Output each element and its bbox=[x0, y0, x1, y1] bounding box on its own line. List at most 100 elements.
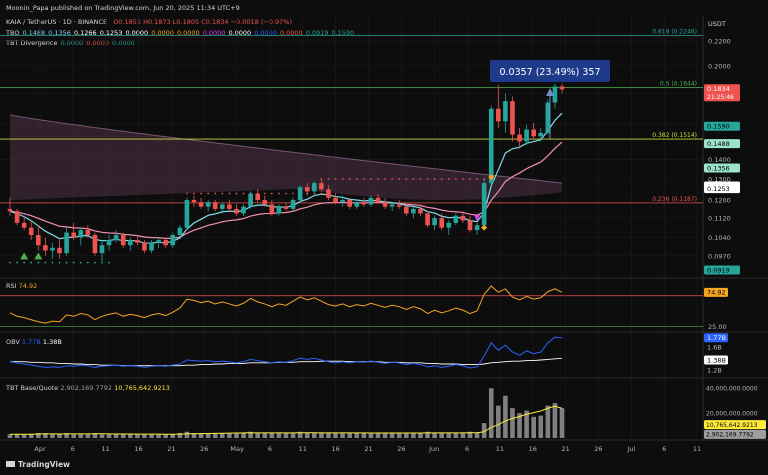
candle-body-47 bbox=[340, 200, 345, 203]
time-label-20: 11 bbox=[693, 445, 701, 453]
level-dot-2-48 bbox=[348, 178, 351, 180]
tbo-legend[interactable]: TBO 0.1488 0.1356 0.1266 0.1253 0.0000 0.0000 0… bbox=[5, 29, 354, 37]
candle-body-3 bbox=[28, 227, 34, 236]
volume-bar-34 bbox=[248, 431, 253, 438]
time-label-1: 6 bbox=[71, 445, 75, 453]
time-axis[interactable]: Apr 6 11 16 21 26 May 6 11 16 21 26 Jun 6 11 16 21 26 Jul 6… bbox=[34, 445, 701, 453]
volume-bar-54 bbox=[389, 433, 395, 438]
level-dot-0-3 bbox=[30, 261, 33, 264]
tbt-legend[interactable]: TBT Base/Quote 2,902,169.7792 10,765,642… bbox=[5, 384, 170, 392]
level-dot-1-40 bbox=[292, 192, 294, 195]
volume-bar-21 bbox=[156, 434, 161, 438]
candle-body-23 bbox=[170, 235, 176, 246]
candle-body-42 bbox=[304, 187, 310, 192]
candles bbox=[7, 83, 565, 262]
candle-body-24 bbox=[177, 227, 183, 236]
price-label-2: 0.1488 bbox=[707, 140, 730, 148]
obv-legend[interactable]: OBV 1.77B 1.38B bbox=[6, 338, 62, 346]
level-dot-2-47 bbox=[341, 178, 344, 180]
candle-body-7 bbox=[57, 247, 62, 254]
candle-body-37 bbox=[269, 204, 275, 214]
symbol-legend[interactable]: KAIA / TetherUS · 1D · BINANCE O0.1851 H… bbox=[6, 18, 292, 26]
candle-body-18 bbox=[135, 240, 140, 243]
volume-bar-23 bbox=[170, 434, 176, 438]
divergence-legend[interactable]: TBT Divergence 0.0000 0.0000 0.0000 bbox=[5, 39, 135, 47]
level-dot-2-49 bbox=[355, 178, 358, 180]
candle-body-19 bbox=[142, 242, 147, 251]
candle-body-21 bbox=[156, 240, 161, 243]
diamond-marker-0 bbox=[481, 224, 488, 231]
level-dot-0-1 bbox=[16, 261, 18, 264]
candle-body-58 bbox=[418, 208, 423, 214]
obv-axis-label-1: 1.6B bbox=[707, 344, 722, 352]
time-label-2: 11 bbox=[102, 445, 110, 453]
rsi-line bbox=[9, 285, 563, 324]
volume-bar-66 bbox=[474, 433, 480, 438]
volume-bar-31 bbox=[227, 433, 232, 438]
candle-body-43 bbox=[312, 183, 317, 192]
diamond-marker-1 bbox=[488, 174, 495, 181]
volume-bar-7 bbox=[57, 434, 62, 438]
tbt-axis-label-3: 2,902,169.7792 bbox=[706, 432, 754, 439]
level-dot-1-38 bbox=[278, 192, 280, 195]
candle-body-65 bbox=[467, 220, 473, 231]
volume-bar-52 bbox=[375, 433, 381, 438]
tbo-value-12: 0.1590 bbox=[331, 29, 354, 37]
level-dot-1-28 bbox=[207, 192, 210, 195]
volume-bar-8 bbox=[64, 433, 69, 438]
volume-bar-28 bbox=[205, 433, 211, 438]
buy-triangle-0 bbox=[20, 252, 29, 260]
divergence-value-2: 0.0000 bbox=[112, 39, 135, 47]
symbol-name: KAIA / TetherUS · 1D · BINANCE bbox=[6, 18, 107, 26]
tbo-value-6: 0.0000 bbox=[177, 29, 200, 37]
rsi-legend[interactable]: RSI 74.92 bbox=[6, 282, 37, 290]
volume-bar-1 bbox=[14, 434, 20, 438]
candle-body-78 bbox=[559, 86, 565, 90]
time-label-5: 26 bbox=[200, 445, 208, 453]
volume-bar-41 bbox=[297, 431, 303, 438]
candle-body-53 bbox=[382, 202, 388, 207]
level-dot-0-9 bbox=[72, 261, 75, 264]
price-label-bg-2 bbox=[704, 139, 740, 149]
time-label-4: 21 bbox=[167, 445, 175, 453]
volume-bar-33 bbox=[241, 433, 246, 438]
volume-bar-76 bbox=[545, 405, 551, 438]
candle-body-72 bbox=[517, 134, 522, 142]
volume-bar-0 bbox=[7, 434, 13, 438]
fib-label-2: 0.382 (0.1514) bbox=[652, 132, 697, 139]
time-label-6: May bbox=[230, 445, 244, 453]
candle-body-11 bbox=[85, 230, 91, 236]
candle-body-29 bbox=[212, 202, 218, 209]
candle-body-16 bbox=[120, 235, 126, 246]
volume-bar-60 bbox=[432, 433, 437, 438]
candle-body-9 bbox=[71, 232, 76, 238]
tradingview-logo[interactable]: TradingView bbox=[6, 460, 70, 469]
volume-bar-44 bbox=[319, 433, 324, 438]
volume-bar-11 bbox=[85, 434, 91, 438]
price-label-6: 0.0919 bbox=[707, 266, 730, 274]
volume-bar-48 bbox=[347, 433, 352, 438]
fib-label-3: 0.236 (0.1187) bbox=[652, 196, 697, 203]
obv-value-2: 1.38B bbox=[43, 338, 62, 346]
volume-bar-27 bbox=[198, 433, 204, 438]
obv-label-bg-0 bbox=[704, 333, 728, 343]
volume-bar-32 bbox=[234, 433, 239, 438]
volume-bar-20 bbox=[149, 434, 154, 438]
price-tick-7: 0.1120 bbox=[708, 215, 731, 223]
level-dot-1-30 bbox=[221, 192, 224, 195]
rsi-axis-low: 25.00 bbox=[708, 323, 727, 331]
candle-body-52 bbox=[375, 197, 381, 203]
candle-body-32 bbox=[234, 208, 239, 214]
price-tick-0: 0.2200 bbox=[708, 38, 731, 46]
candle-body-60 bbox=[432, 218, 437, 226]
volume-bar-72 bbox=[517, 413, 522, 438]
currency-label[interactable]: USDT bbox=[708, 20, 726, 28]
volume-bar-13 bbox=[99, 434, 105, 438]
time-label-7: 6 bbox=[268, 445, 272, 453]
candle-body-30 bbox=[220, 204, 225, 209]
volume-bar-55 bbox=[396, 433, 402, 438]
measure-tool[interactable]: 0.0357 (23.49%) 357 bbox=[490, 60, 610, 140]
price-axis[interactable]: 0.22000.20000.18000.16000.14000.13000.12… bbox=[704, 38, 740, 275]
candle-body-20 bbox=[149, 242, 154, 251]
